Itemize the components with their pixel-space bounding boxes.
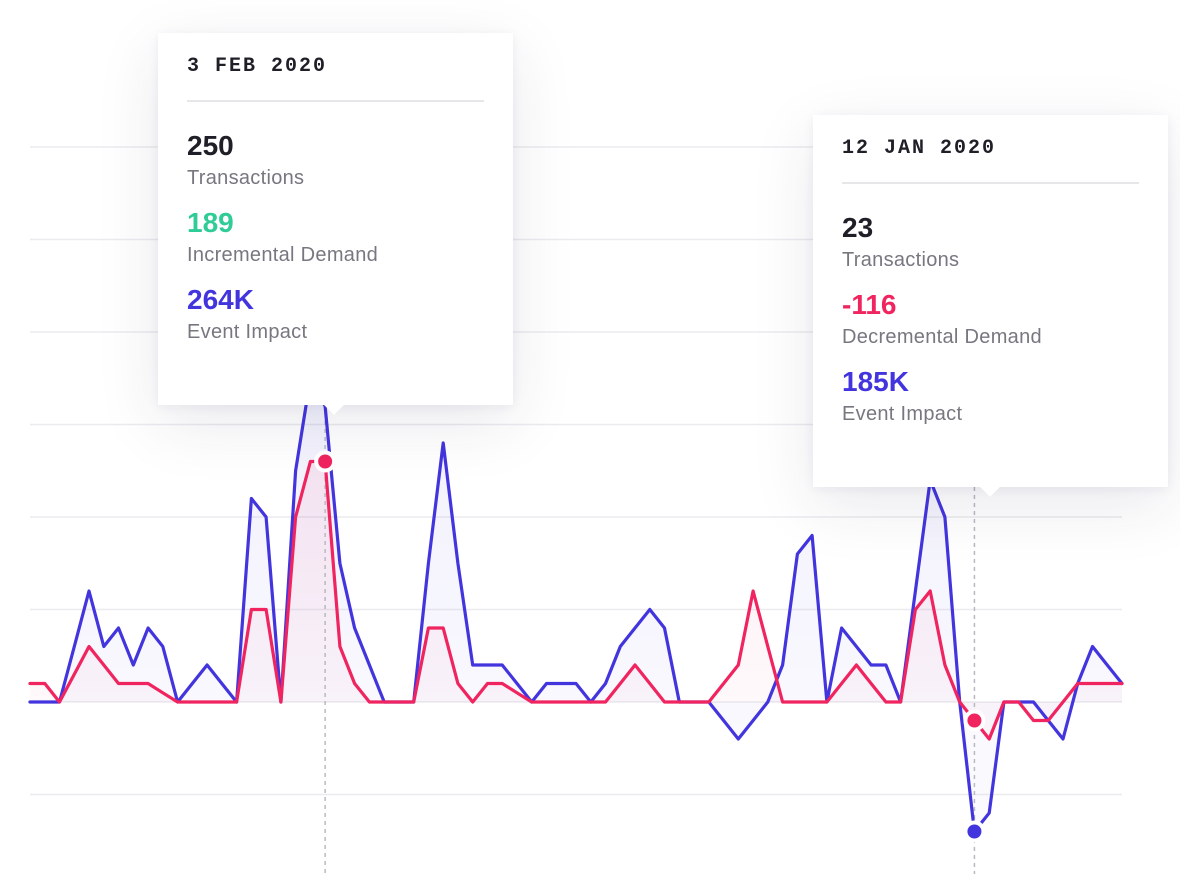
highlight-point-demand[interactable] — [963, 709, 986, 732]
impact-metric: 185K Event Impact — [842, 365, 1139, 426]
demand-label: Decremental Demand — [842, 326, 1042, 348]
transactions-value: 23 — [842, 212, 874, 243]
demand-line — [28, 459, 1124, 741]
series-lines — [28, 376, 1124, 834]
transactions-metric: 250 Transactions — [187, 129, 484, 190]
tooltip-guides — [324, 405, 976, 874]
highlight-point-demand[interactable] — [314, 450, 337, 473]
impact-label: Event Impact — [187, 321, 308, 343]
highlight-point-event-impact[interactable] — [963, 820, 986, 843]
transactions-value: 250 — [187, 130, 234, 161]
impact-value: 264K — [187, 284, 254, 315]
impact-label: Event Impact — [842, 403, 963, 425]
demand-area — [30, 461, 1122, 739]
transactions-label: Transactions — [187, 167, 305, 189]
demand-value: -116 — [842, 289, 897, 320]
demand-value: 189 — [187, 207, 234, 238]
tooltip-feb-3: 3 FEB 2020 250 Transactions 189 Incremen… — [158, 33, 513, 415]
demand-label: Incremental Demand — [187, 244, 379, 266]
tooltip-date: 12 JAN 2020 — [842, 115, 1139, 184]
highlight-points — [314, 450, 986, 843]
demand-metric: 189 Incremental Demand — [187, 206, 484, 267]
impact-metric: 264K Event Impact — [187, 283, 484, 344]
transactions-label: Transactions — [842, 249, 960, 271]
transactions-metric: 23 Transactions — [842, 211, 1139, 272]
event-impact-line — [28, 376, 1124, 834]
tooltip-jan-12: 12 JAN 2020 23 Transactions -116 Decreme… — [813, 115, 1168, 497]
tooltip-date: 3 FEB 2020 — [187, 33, 484, 102]
demand-metric: -116 Decremental Demand — [842, 288, 1139, 349]
impact-value: 185K — [842, 366, 909, 397]
